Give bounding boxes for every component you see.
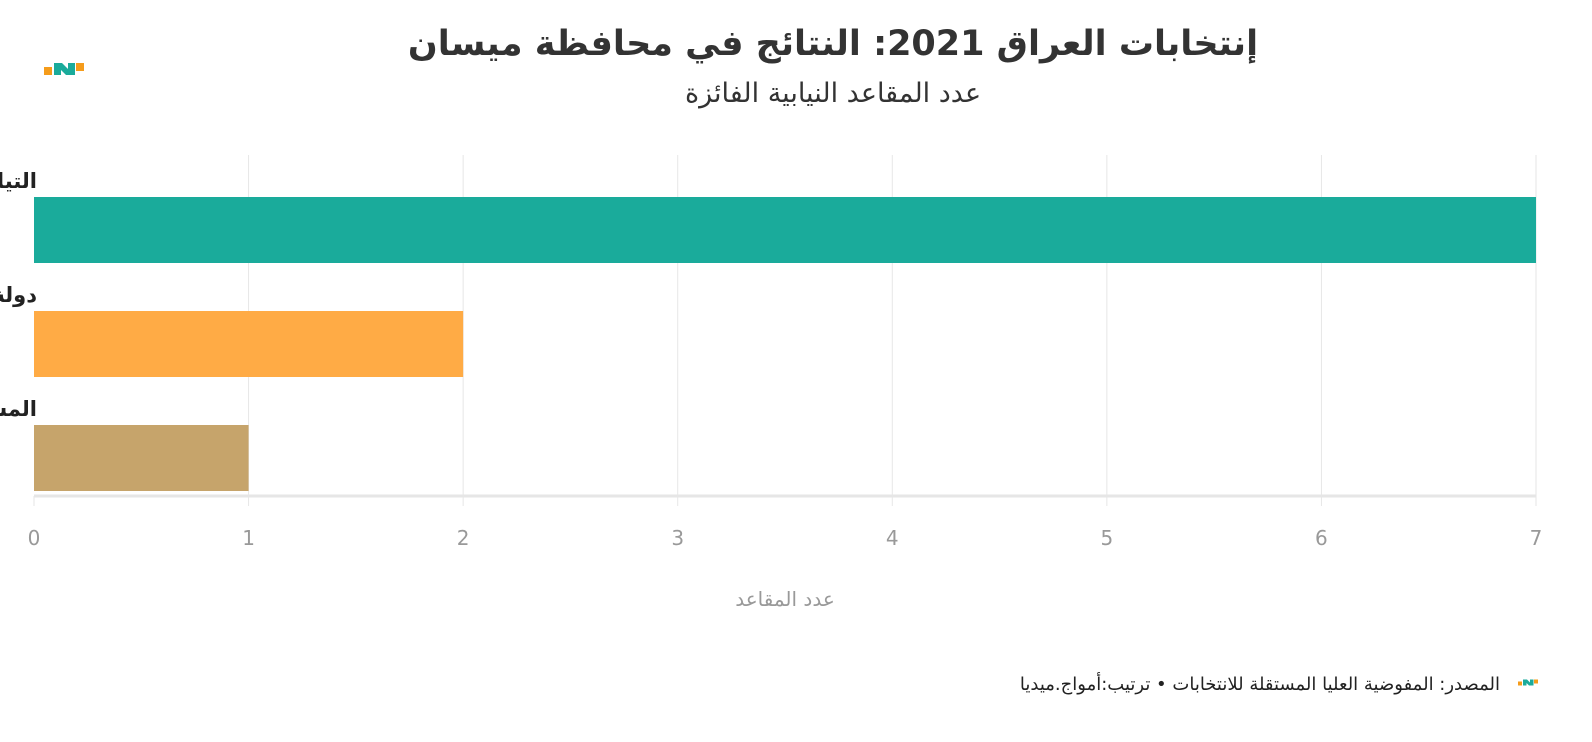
awaj-media-logo-icon: [44, 63, 84, 75]
x-tick-label: 6: [1315, 526, 1328, 550]
x-tick-label: 1: [242, 526, 255, 550]
x-tick-label: 5: [1100, 526, 1113, 550]
bar: [34, 311, 464, 377]
x-tick-label: 0: [28, 526, 41, 550]
category-label: دولة القانون: [0, 283, 37, 307]
bar: [34, 197, 1536, 263]
footer-logo-icon: [1518, 679, 1538, 686]
category-label: المستقلون: [0, 397, 37, 421]
source-footer: المصدر: المفوضية العليا المستقلة للانتخا…: [1019, 674, 1500, 695]
chart-title: إنتخابات العراق 2021: النتائج في محافظة …: [407, 24, 1259, 64]
bar: [34, 425, 249, 491]
x-tick-label: 3: [671, 526, 684, 550]
x-tick-label: 4: [886, 526, 899, 550]
x-tick-label: 2: [457, 526, 470, 550]
x-tick-label: 7: [1530, 526, 1543, 550]
chart-subtitle: عدد المقاعد النيابية الفائزة: [684, 78, 982, 109]
x-axis-title: عدد المقاعد: [735, 587, 835, 611]
category-label: التيار الصدري: [0, 169, 37, 194]
